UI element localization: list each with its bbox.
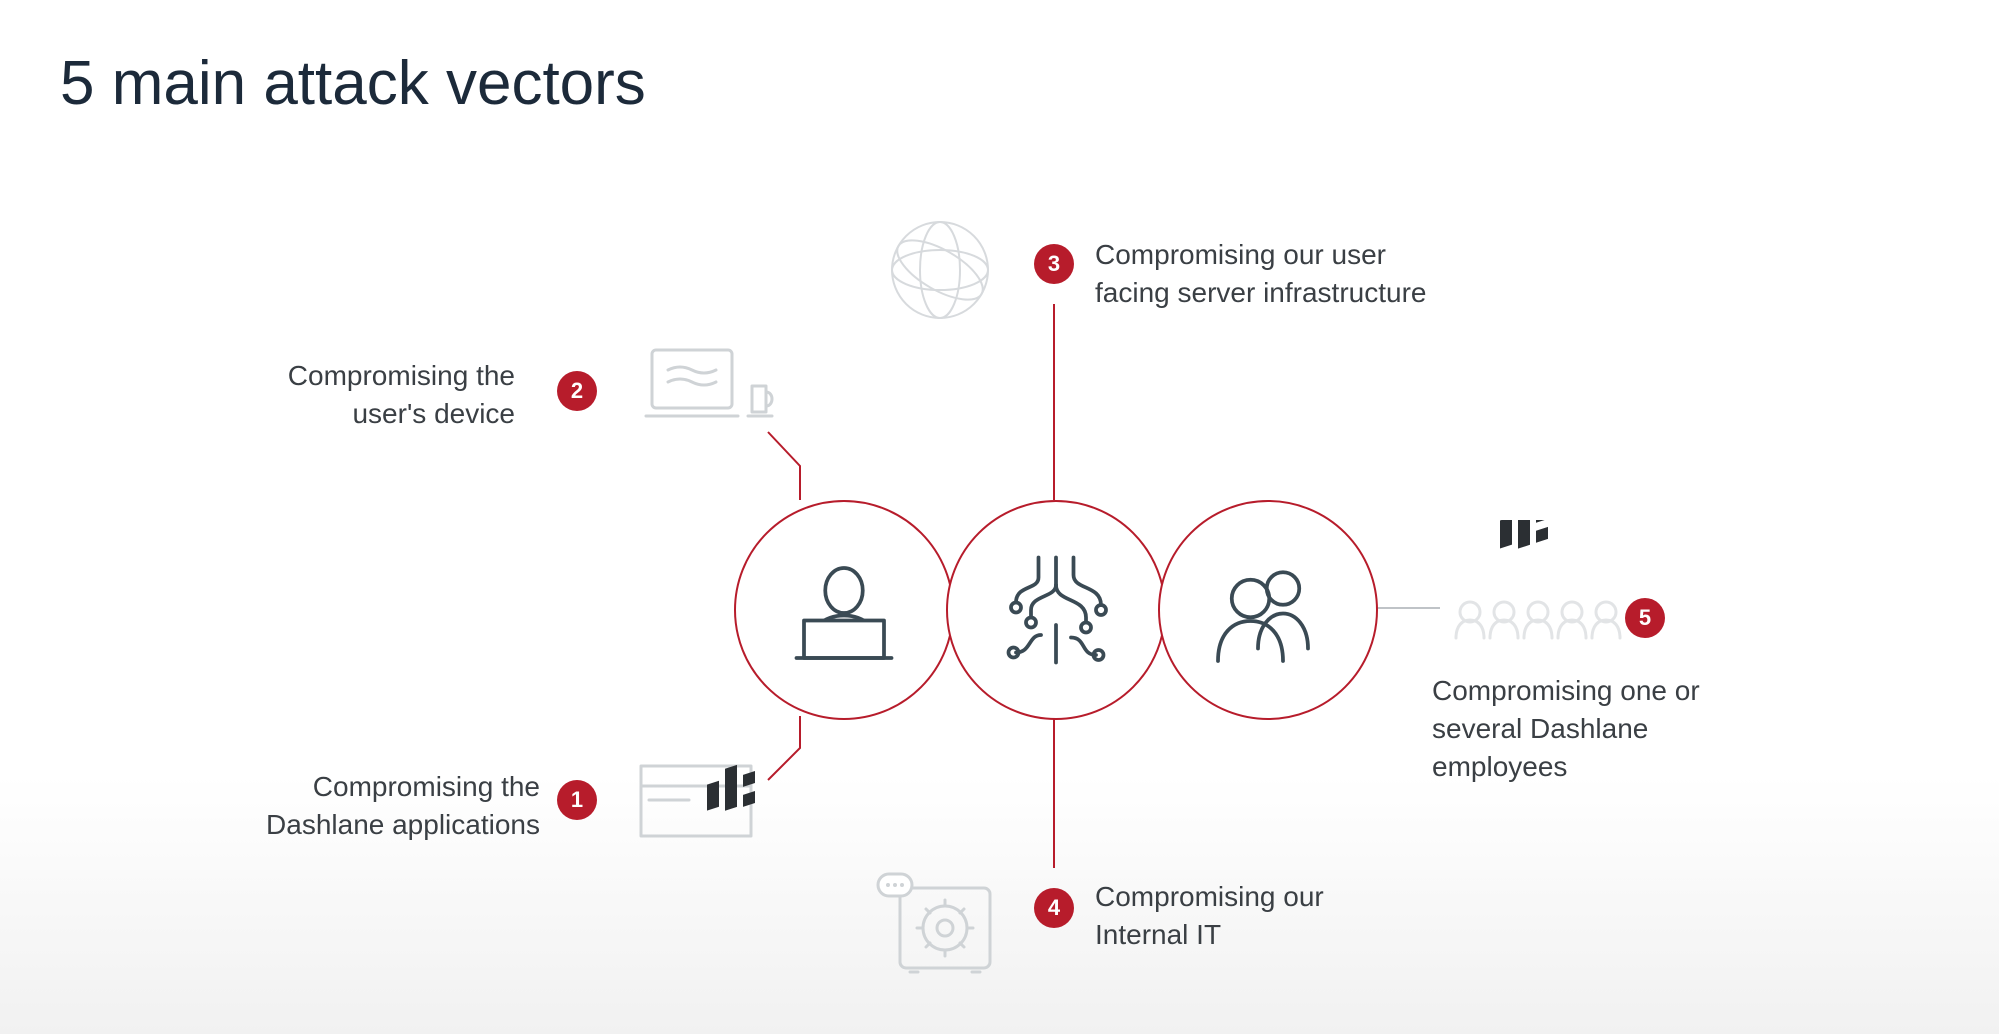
app-window-icon — [635, 760, 795, 880]
vector-4-badge: 4 — [1034, 888, 1074, 928]
vector-4-label: Compromising our Internal IT — [1095, 878, 1495, 954]
vector-2-badge: 2 — [557, 371, 597, 411]
center-node-user — [734, 500, 954, 720]
user-laptop-icon — [769, 538, 919, 688]
vector-5-badge: 5 — [1625, 598, 1665, 638]
center-node-network — [946, 500, 1166, 720]
people-icon — [1193, 541, 1343, 691]
circuit-icon — [981, 535, 1131, 685]
center-node-people — [1158, 500, 1378, 720]
laptop-cup-icon — [640, 340, 780, 440]
slide: 5 main attack vectors — [0, 0, 1999, 1034]
vector-1-label: Compromising the Dashlane applications — [200, 768, 540, 844]
vector-3-label: Compromising our user facing server infr… — [1095, 236, 1545, 312]
dashlane-employees-icon — [1440, 520, 1640, 670]
vector-5-label: Compromising one or several Dashlane emp… — [1432, 672, 1792, 785]
vector-1-badge: 1 — [557, 780, 597, 820]
vector-3-badge: 3 — [1034, 244, 1074, 284]
vector-2-label: Compromising the user's device — [200, 357, 515, 433]
globe-icon — [880, 210, 1000, 330]
safe-icon — [870, 868, 1010, 988]
